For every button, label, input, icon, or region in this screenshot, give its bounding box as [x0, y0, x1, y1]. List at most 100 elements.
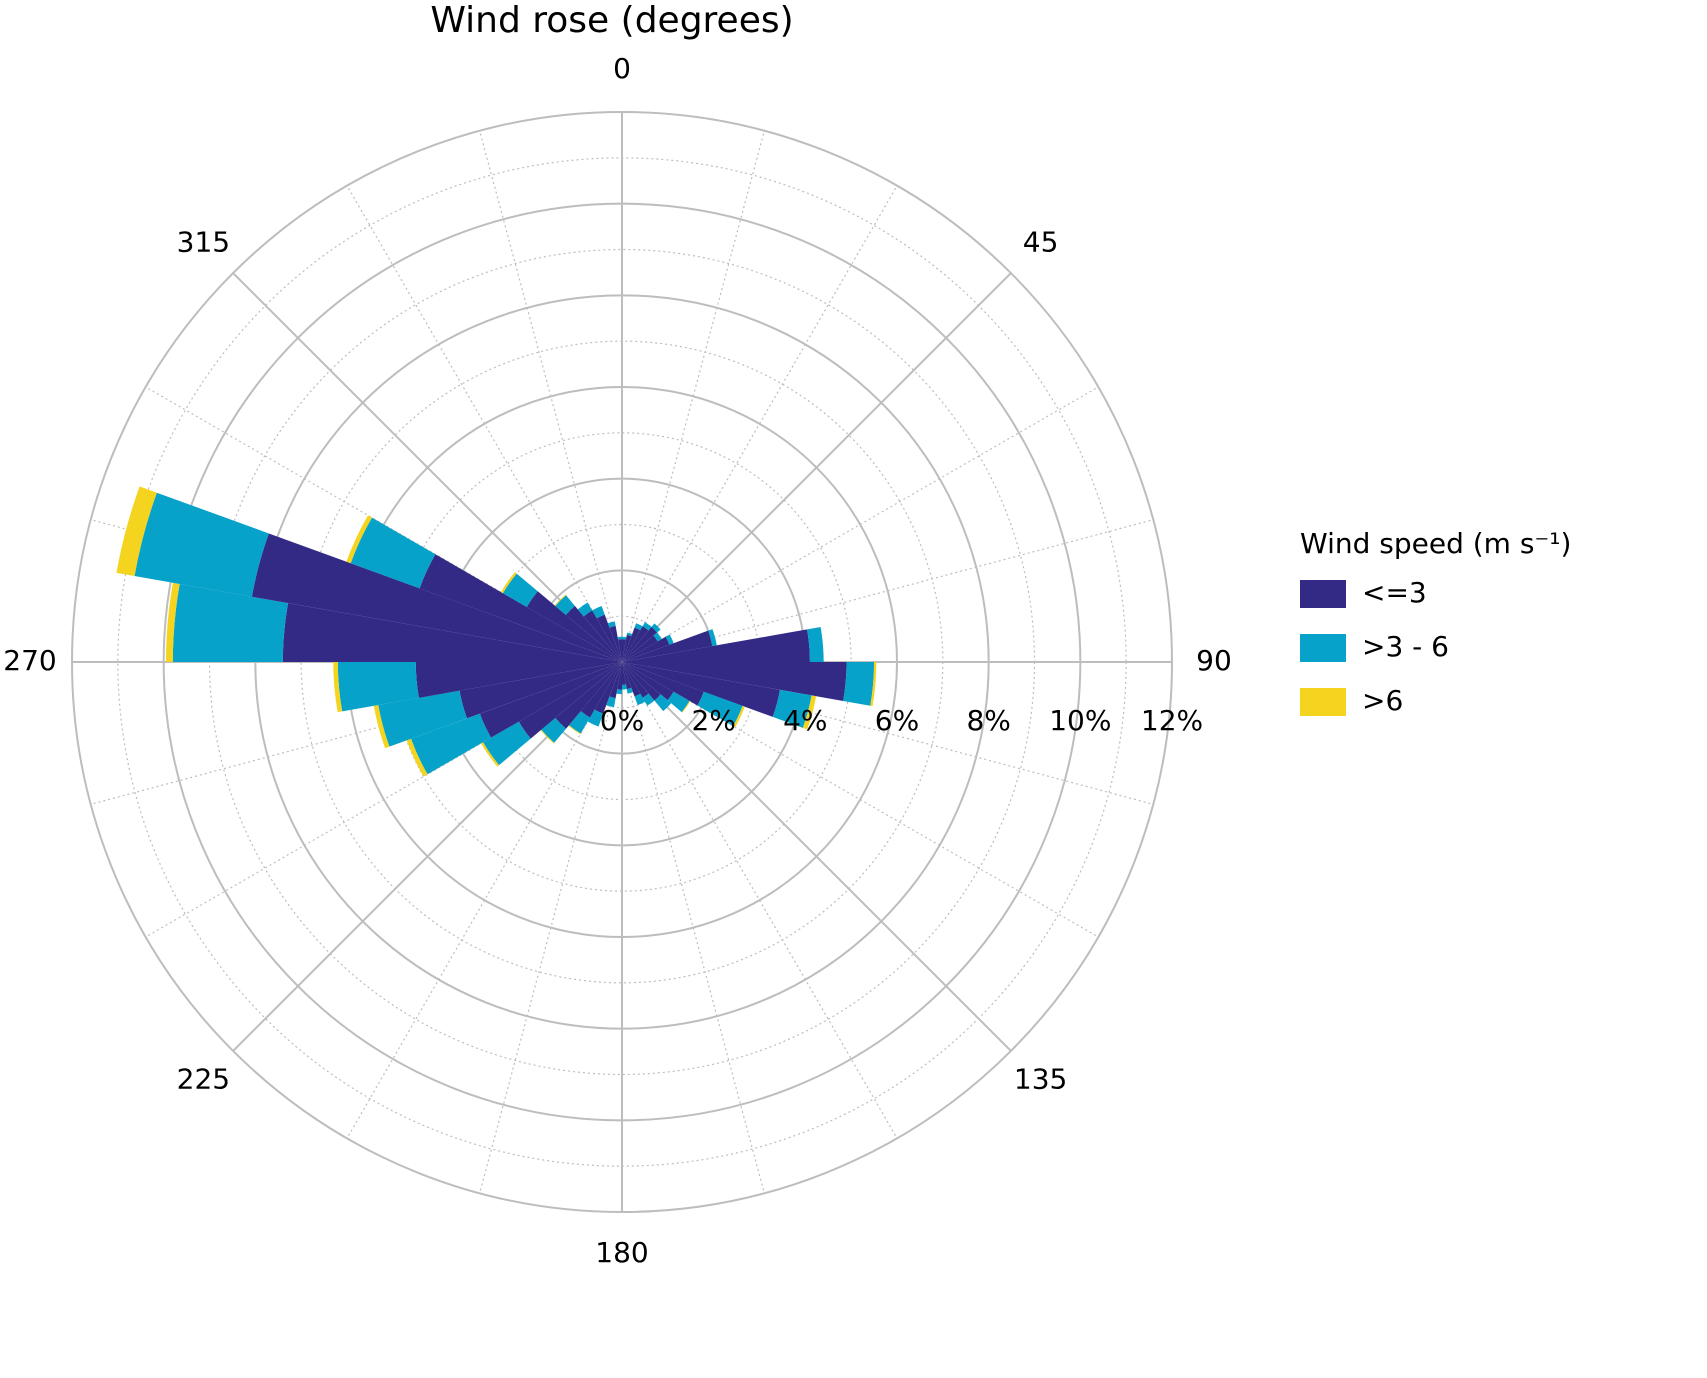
wedge [653, 632, 662, 642]
wedge [626, 632, 633, 637]
legend-swatch [1300, 634, 1346, 662]
wedge [843, 662, 875, 706]
wedge [667, 691, 690, 713]
legend-label: >3 - 6 [1362, 630, 1449, 663]
wedge [350, 517, 436, 589]
legend-label: >6 [1362, 684, 1403, 717]
wedge [697, 691, 743, 727]
wedge [565, 605, 622, 662]
wedge [165, 582, 180, 662]
wedge [555, 595, 575, 615]
wedge [622, 639, 626, 662]
wedge [622, 629, 810, 662]
wedge [577, 602, 593, 617]
legend-swatch [1300, 580, 1346, 608]
wedge [555, 662, 622, 729]
wedge [870, 662, 877, 707]
wedge [479, 662, 622, 738]
wedge [772, 689, 812, 728]
grid-spoke [232, 272, 623, 663]
wedge [708, 629, 717, 647]
wedge [540, 729, 555, 744]
radial-tick-label: 12% [1141, 704, 1203, 737]
radial-tick-label: 6% [875, 704, 919, 737]
wedge [568, 711, 590, 734]
wedge [665, 634, 674, 645]
wedge [410, 713, 492, 775]
wedge [622, 662, 704, 706]
wedge [651, 623, 661, 633]
radial-tick-label: 2% [691, 704, 735, 737]
angle-label: 270 [3, 644, 56, 677]
wedge [622, 662, 780, 717]
wedge [622, 684, 627, 690]
wedge [609, 662, 622, 699]
wedge [583, 610, 622, 662]
wedge [500, 572, 517, 594]
wedge [483, 721, 531, 766]
chart-title: Wind rose (degrees) [430, 0, 793, 41]
wedge [337, 662, 419, 712]
wedge [802, 695, 817, 730]
wedge [618, 639, 622, 662]
wedge [622, 662, 641, 697]
radial-tick-label: 8% [966, 704, 1010, 737]
wedge [733, 705, 745, 728]
wedge [617, 636, 622, 640]
angle-label: 0 [613, 52, 631, 85]
wedge [406, 738, 428, 777]
wedge [526, 591, 622, 662]
angle-label: 225 [177, 1063, 230, 1096]
wedge [116, 486, 157, 577]
wedge [415, 662, 622, 698]
wedge [634, 623, 643, 631]
wedge [419, 554, 622, 662]
wedge [609, 625, 622, 662]
radial-tick-label: 4% [783, 704, 827, 737]
wedge [681, 700, 691, 713]
wedge [634, 693, 645, 706]
wedge [541, 717, 567, 743]
wedge [622, 626, 658, 662]
wedge [622, 662, 649, 698]
wedge [502, 573, 538, 607]
wedge [622, 634, 632, 662]
wedge [622, 630, 713, 662]
wedge [251, 533, 623, 662]
wedge [617, 662, 622, 690]
wedge [378, 690, 467, 747]
grid-spoke [621, 661, 1012, 1052]
wedge [333, 662, 343, 713]
radial-tick-label: 0% [600, 704, 644, 737]
wedge [459, 662, 622, 719]
wedge [568, 725, 581, 735]
wedge [346, 515, 372, 564]
angle-label: 135 [1014, 1063, 1067, 1096]
wedge [607, 621, 616, 628]
wedge [606, 696, 616, 708]
wedge [592, 606, 605, 619]
wedge [622, 662, 632, 690]
angle-label: 315 [177, 225, 230, 258]
angle-label: 45 [1023, 225, 1059, 258]
angle-label: 90 [1196, 644, 1232, 677]
wedge [654, 694, 672, 712]
wedge [622, 627, 641, 662]
wedge [518, 662, 622, 739]
grid-spoke [621, 272, 1012, 663]
wedge [596, 614, 622, 662]
angle-label: 180 [595, 1236, 648, 1269]
legend-label: <=3 [1362, 576, 1427, 609]
wedge [134, 492, 269, 597]
wedge [807, 626, 824, 662]
radial-tick-label: 10% [1049, 704, 1111, 737]
wedge [622, 636, 670, 662]
wedge [373, 704, 390, 749]
wedge [282, 603, 622, 662]
wedge [642, 622, 652, 631]
wedge [622, 662, 661, 701]
wedge [622, 662, 674, 701]
wedge [554, 594, 567, 607]
wedge [594, 662, 622, 714]
